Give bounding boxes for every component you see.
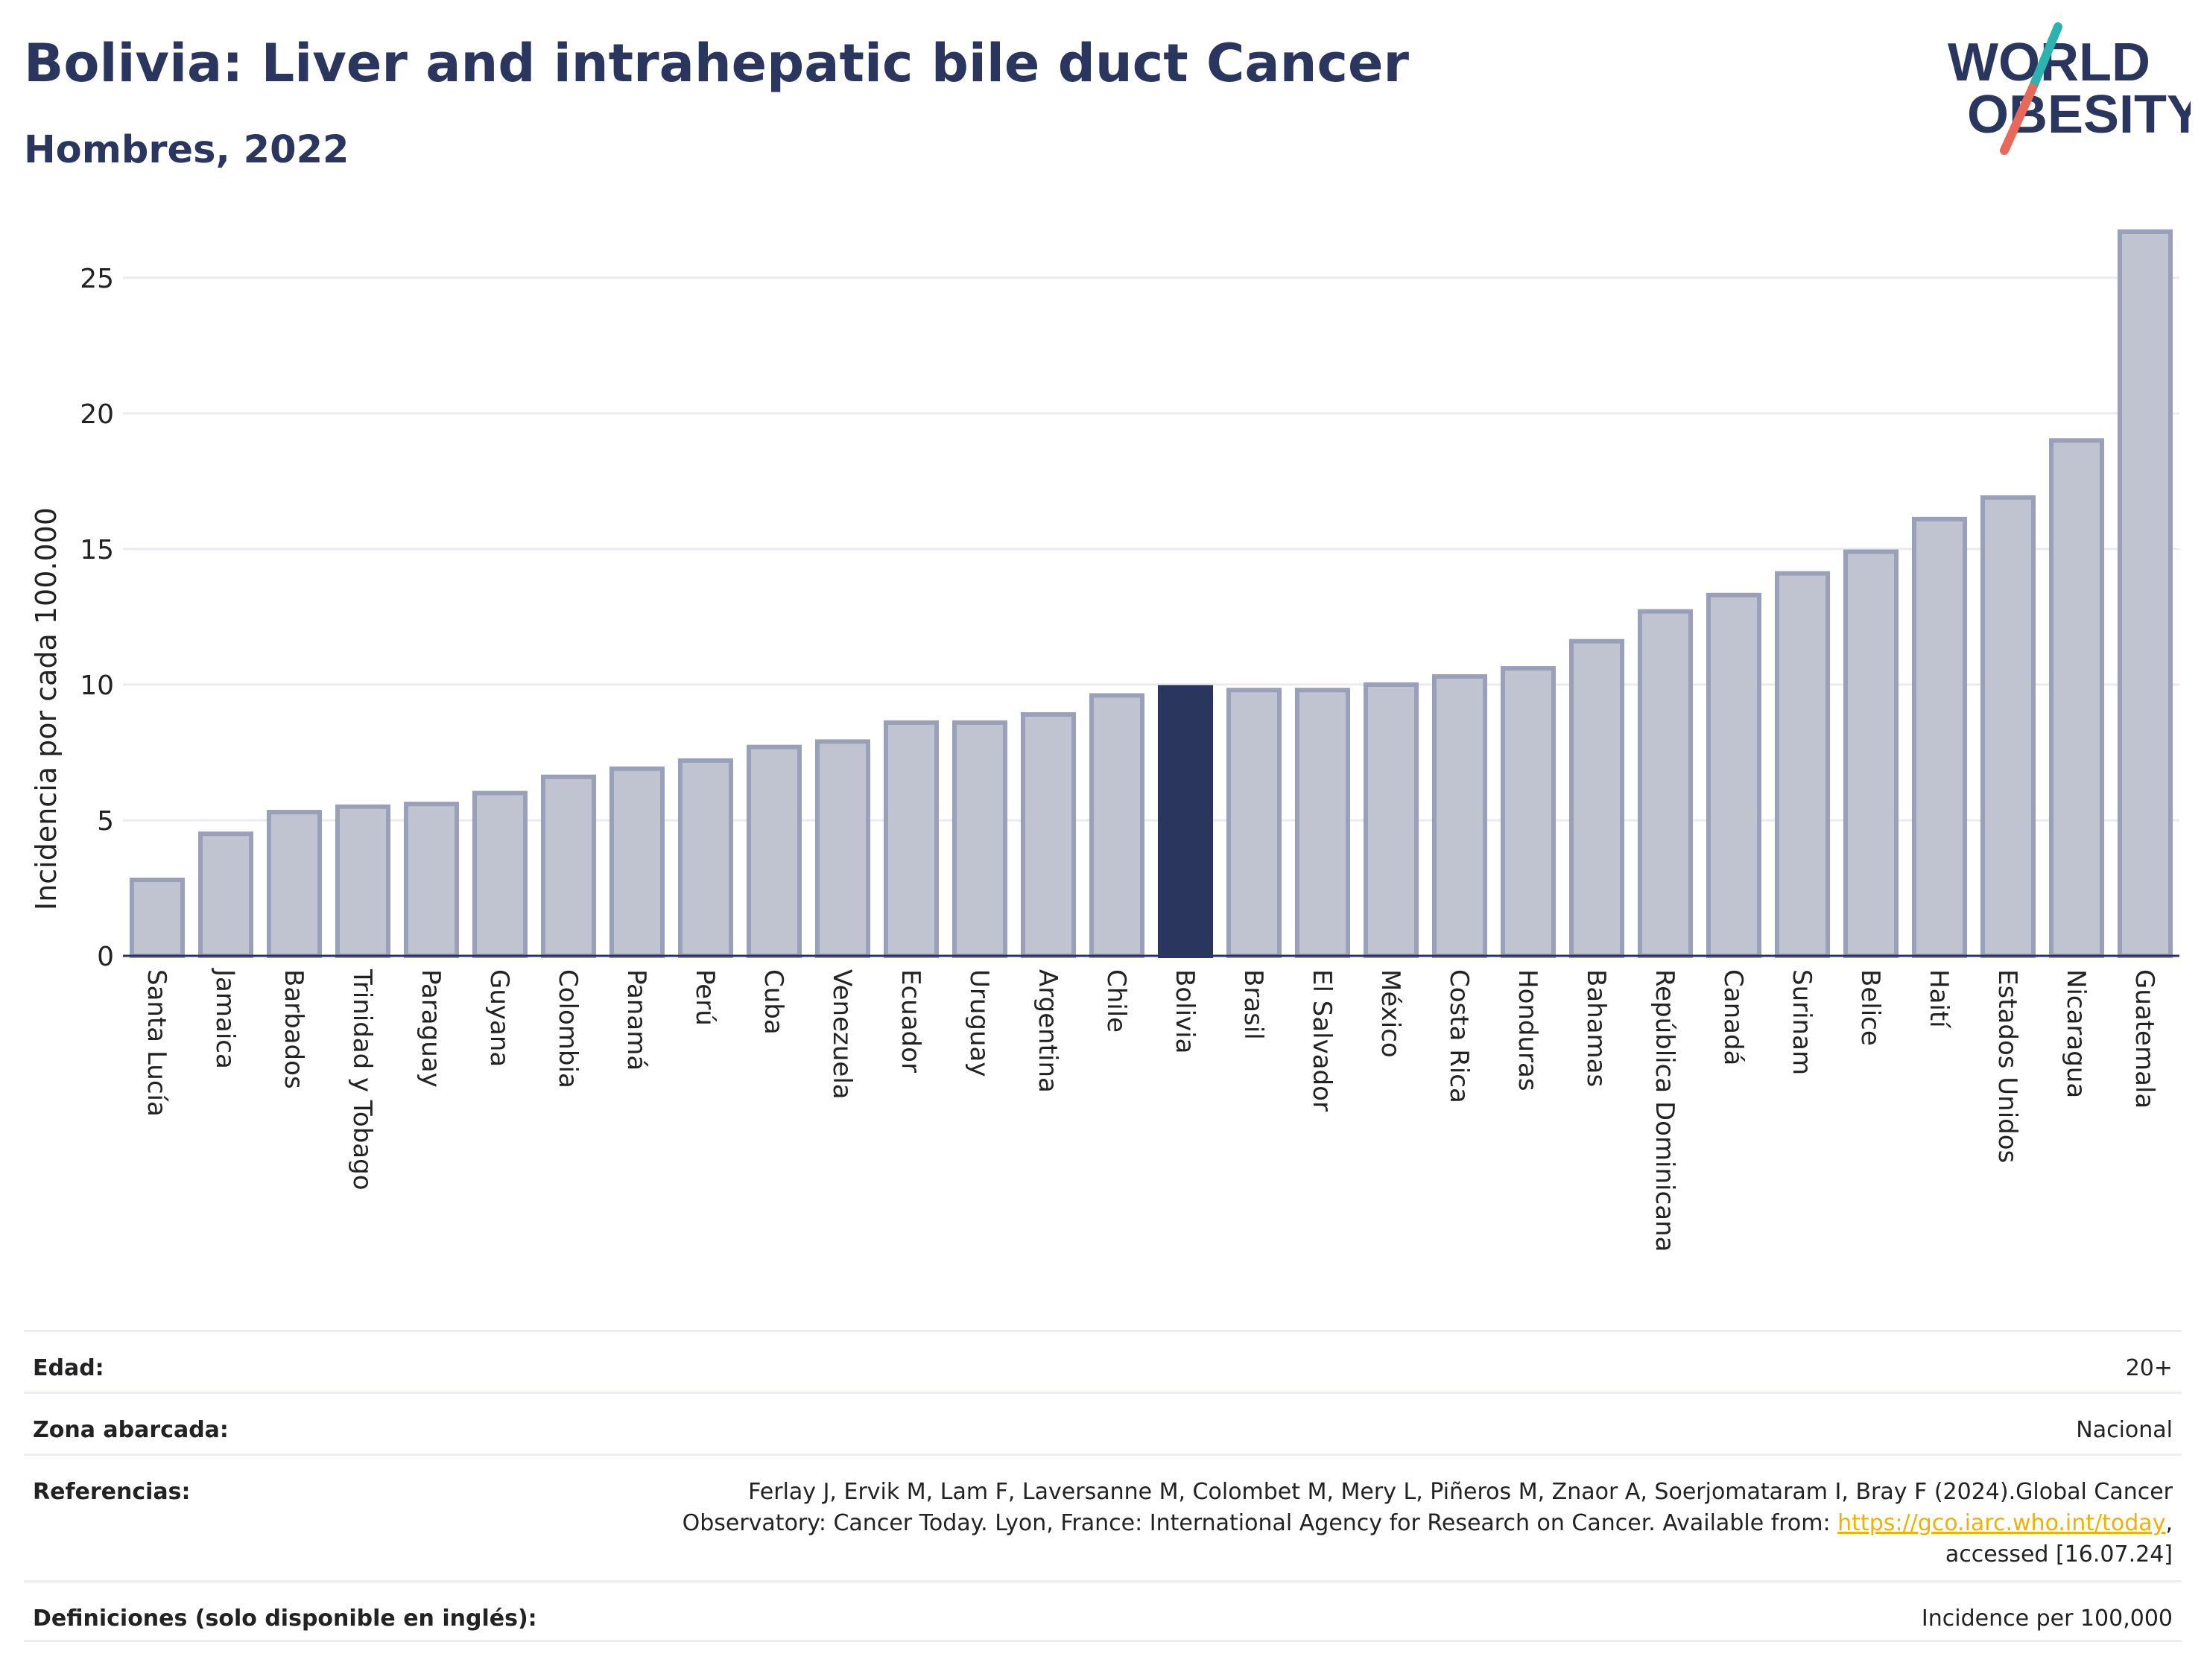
x-tick-label: Venezuela (827, 969, 857, 1100)
bar-canadá (1706, 592, 1762, 958)
x-tick-label: Barbados (279, 969, 308, 1089)
x-tick-label: Honduras (1513, 969, 1542, 1091)
references-link[interactable]: https://gco.iarc.who.int/today (1837, 1510, 2166, 1536)
age-value: 20+ (2125, 1355, 2173, 1381)
bar-surinam (1774, 571, 1831, 958)
x-tick-label: República Dominicana (1650, 969, 1679, 1252)
y-tick-label: 25 (80, 264, 114, 294)
x-tick-label: Bahamas (1581, 969, 1611, 1087)
references-line-1: Ferlay J, Ervik M, Lam F, Laversanne M, … (748, 1479, 2173, 1505)
x-tick-label: Brasil (1238, 969, 1268, 1040)
bar-trinidad-y-tobago (335, 804, 391, 959)
bar-jamaica (197, 831, 254, 959)
x-tick-label: Guyana (484, 969, 514, 1067)
y-axis-ticks: 0 5 10 15 20 25 (80, 264, 114, 972)
y-tick-label: 15 (80, 535, 114, 565)
definitions-value: Incidence per 100,000 (1921, 1605, 2173, 1632)
bar-bahamas (1568, 638, 1625, 958)
x-tick-label: México (1375, 969, 1405, 1058)
y-tick-label: 0 (97, 942, 114, 972)
logo-slash-teal (2028, 22, 2062, 92)
area-value: Nacional (2076, 1417, 2173, 1443)
x-tick-label: Canadá (1718, 969, 1748, 1065)
bar-panamá (609, 766, 665, 958)
meta-row-area: Zona abarcada: Nacional (24, 1392, 2182, 1454)
bar-nicaragua (2048, 438, 2105, 958)
metadata-table: Edad: 20+ Zona abarcada: Nacional Refere… (24, 1330, 2182, 1642)
bar-guatemala (2117, 229, 2173, 958)
logo-slash-coral (2000, 83, 2037, 155)
gridlines (123, 276, 2179, 822)
meta-row-age: Edad: 20+ (24, 1330, 2182, 1392)
bar-cuba (746, 744, 802, 958)
bar-brasil (1226, 688, 1282, 958)
definitions-label: Definiciones (solo disponible en inglés)… (33, 1605, 537, 1632)
x-tick-label: Chile (1101, 969, 1131, 1033)
x-tick-label: Jamaica (210, 968, 240, 1069)
bar-el-salvador (1294, 688, 1351, 958)
x-tick-label: El Salvador (1307, 969, 1337, 1112)
references-line-2-end: , (2165, 1510, 2173, 1536)
meta-row-references: Referencias: Ferlay J, Ervik M, Lam F, L… (24, 1454, 2182, 1580)
x-tick-label: Guatemala (2129, 969, 2159, 1109)
bar-colombia (540, 774, 597, 959)
bar-chile (1089, 693, 1145, 958)
bar-chart: 0 5 10 15 20 25 Santa Lucía Jamaica Barbados Tri… (30, 229, 2179, 1252)
bar-ecuador (883, 720, 940, 958)
x-tick-label: Ecuador (896, 969, 925, 1073)
bar-belice (1843, 549, 1899, 959)
y-tick-label: 5 (97, 806, 114, 837)
x-tick-label: Trinidad y Tobago (347, 969, 377, 1191)
x-tick-label: Costa Rica (1444, 969, 1474, 1103)
references-line-3: accessed [16.07.24] (1945, 1541, 2173, 1568)
bar-venezuela (814, 739, 871, 958)
x-tick-label: Paraguay (416, 969, 446, 1088)
area-label: Zona abarcada: (33, 1417, 229, 1443)
y-tick-label: 10 (80, 671, 114, 701)
bar-guyana (472, 790, 528, 958)
page-subtitle: Hombres, 2022 (24, 128, 349, 172)
y-tick-label: 20 (80, 399, 114, 430)
bar-argentina (1020, 711, 1077, 958)
bar-uruguay (951, 720, 1008, 958)
age-label: Edad: (33, 1355, 104, 1381)
x-tick-label: Nicaragua (2061, 969, 2091, 1098)
bar-estados-unidos (1980, 495, 2036, 958)
bar-costa-rica (1431, 674, 1488, 959)
x-tick-label: Bolivia (1170, 969, 1200, 1053)
page-title: Bolivia: Liver and intrahepatic bile duc… (24, 33, 1409, 94)
world-obesity-logo: WORLD OBESITY (1948, 22, 2191, 155)
bar-bolivia (1157, 685, 1214, 958)
x-tick-label: Santa Lucía (142, 969, 171, 1117)
bar-república-dominicana (1637, 609, 1694, 958)
x-tick-label: Perú (690, 969, 720, 1026)
y-axis-label: Incidencia por cada 100.000 (30, 507, 63, 910)
bar-paraguay (403, 802, 460, 959)
bar-perú (677, 758, 734, 958)
x-tick-label: Belice (1855, 969, 1885, 1046)
x-tick-label: Colombia (553, 969, 583, 1088)
bars (129, 229, 2173, 959)
x-tick-label: Surinam (1787, 969, 1817, 1075)
meta-row-definitions: Definiciones (solo disponible en inglés)… (24, 1580, 2182, 1642)
x-tick-label: Argentina (1033, 969, 1063, 1093)
logo-text-obesity: OBESITY (1967, 85, 2191, 145)
references-value: Ferlay J, Ervik M, Lam F, Laversanne M, … (683, 1477, 2173, 1570)
x-axis-labels: Santa Lucía Jamaica Barbados Trinidad y Tob… (142, 968, 2159, 1252)
bar-barbados (266, 810, 323, 958)
bar-haití (1911, 516, 1968, 958)
references-line-2: Observatory: Cancer Today. Lyon, France:… (682, 1510, 1838, 1536)
x-tick-label: Panamá (621, 969, 651, 1071)
x-tick-label: Uruguay (964, 969, 994, 1077)
x-tick-label: Cuba (759, 969, 788, 1035)
bar-santa-lucía (129, 878, 186, 959)
x-tick-label: Estados Unidos (1992, 969, 2022, 1163)
bar-méxico (1363, 682, 1419, 958)
x-tick-label: Haití (1924, 969, 1954, 1029)
references-label: Referencias: (33, 1479, 191, 1505)
bar-honduras (1500, 666, 1557, 958)
